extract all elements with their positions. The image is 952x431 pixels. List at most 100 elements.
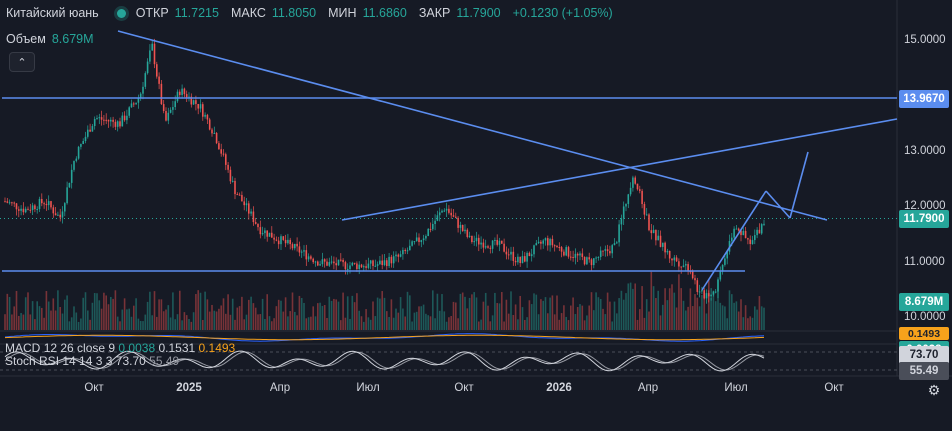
volume-bar [459, 293, 462, 330]
candle-body [464, 229, 466, 232]
candle-body [724, 258, 726, 265]
candle-body [218, 143, 220, 150]
candle-body [142, 86, 144, 94]
volume-bar [666, 300, 669, 330]
volume-bar [708, 279, 710, 330]
candle-body [162, 104, 165, 111]
volume-bar [740, 299, 742, 330]
candle-body [250, 211, 252, 214]
volume-bar [123, 298, 126, 330]
volume-bar [344, 317, 347, 330]
volume-bar [245, 314, 248, 330]
volume-bar [169, 317, 172, 330]
volume-bar [275, 306, 278, 330]
volume-bar [34, 319, 36, 330]
candle-body [130, 103, 133, 108]
candle-body [570, 256, 572, 258]
candle-body [133, 103, 135, 105]
volume-bar [80, 318, 82, 330]
candle-body [236, 194, 239, 196]
volume-bar [188, 319, 190, 330]
price-tick: 12.0000 [904, 200, 946, 212]
candle-body [98, 117, 101, 119]
time-tick: 2025 [176, 382, 202, 394]
volume-bar [176, 314, 179, 330]
candle-body [360, 264, 363, 268]
candle-body [363, 266, 365, 268]
candle-body [156, 64, 158, 77]
candle-body [294, 243, 296, 249]
candle-body [475, 237, 478, 242]
candle-body [420, 240, 423, 243]
volume-bar [119, 321, 121, 330]
volume-bar [498, 303, 501, 330]
volume-bar [93, 293, 96, 330]
candle-body [733, 228, 735, 238]
volume-bar [289, 311, 291, 330]
volume-bar [146, 301, 149, 330]
candle-body [268, 232, 271, 237]
candle-body [484, 246, 487, 248]
volume-bar [220, 305, 222, 330]
low-value: 11.6860 [362, 6, 407, 20]
volume-bar [356, 293, 358, 330]
volume-bar [27, 292, 29, 330]
volume-bar [556, 295, 558, 330]
candle-body [353, 262, 356, 264]
candle-body [551, 238, 554, 246]
volume-bar [448, 317, 450, 330]
candle-body [758, 229, 761, 234]
candle-body [586, 257, 588, 265]
candle-body [731, 237, 733, 241]
candle-body [533, 245, 535, 255]
time-tick: Апр [269, 382, 291, 394]
candle-body [563, 251, 565, 256]
candle-body [176, 91, 179, 102]
volume-bar [595, 292, 597, 330]
candle-body [763, 223, 765, 225]
candle-body [668, 250, 671, 259]
candle-body [517, 256, 519, 263]
volume-bar [335, 299, 337, 330]
candle-body [296, 243, 298, 247]
candle-body [356, 263, 358, 269]
candle-body [282, 236, 285, 240]
candle-body [87, 129, 89, 137]
chevron-up-icon: ⌃ [17, 56, 27, 69]
hline-price-tag[interactable]: 13.9670 [899, 90, 949, 108]
candle-body [526, 252, 528, 262]
volume-bar [330, 300, 333, 330]
volume-bar [11, 314, 13, 330]
symbol-name[interactable]: Китайский юань [6, 6, 99, 20]
open-value: 11.7215 [174, 6, 219, 20]
candle-body [542, 240, 544, 244]
candle-body [298, 246, 301, 253]
volume-bar [317, 303, 319, 330]
volume-bar [114, 290, 117, 330]
candle-body [395, 254, 397, 257]
volume-bar [206, 299, 209, 330]
volume-bar [510, 291, 512, 330]
candle-body [620, 218, 623, 225]
candle-body [52, 207, 55, 214]
volume-bar [682, 300, 685, 330]
volume-bar [4, 314, 6, 330]
collapse-legend-button[interactable]: ⌃ [9, 52, 35, 72]
volume-bar [296, 315, 298, 330]
volume-bar [264, 318, 266, 330]
candle-body [64, 203, 66, 212]
candle-body [613, 243, 616, 246]
gear-icon[interactable]: ⚙ [927, 381, 941, 398]
candle-body [27, 208, 29, 210]
candle-body [643, 204, 646, 215]
stoch-label[interactable]: Stoch RSI [5, 354, 60, 368]
candle-body [639, 189, 641, 191]
stoch-legend: Stoch RSI 14 14 3 3 73.70 55.49 [5, 354, 179, 368]
volume-bar [659, 315, 662, 330]
volume-bar [501, 292, 503, 330]
volume-bar [530, 304, 533, 330]
candle-body [540, 241, 542, 244]
macd-label[interactable]: MACD [5, 341, 41, 355]
